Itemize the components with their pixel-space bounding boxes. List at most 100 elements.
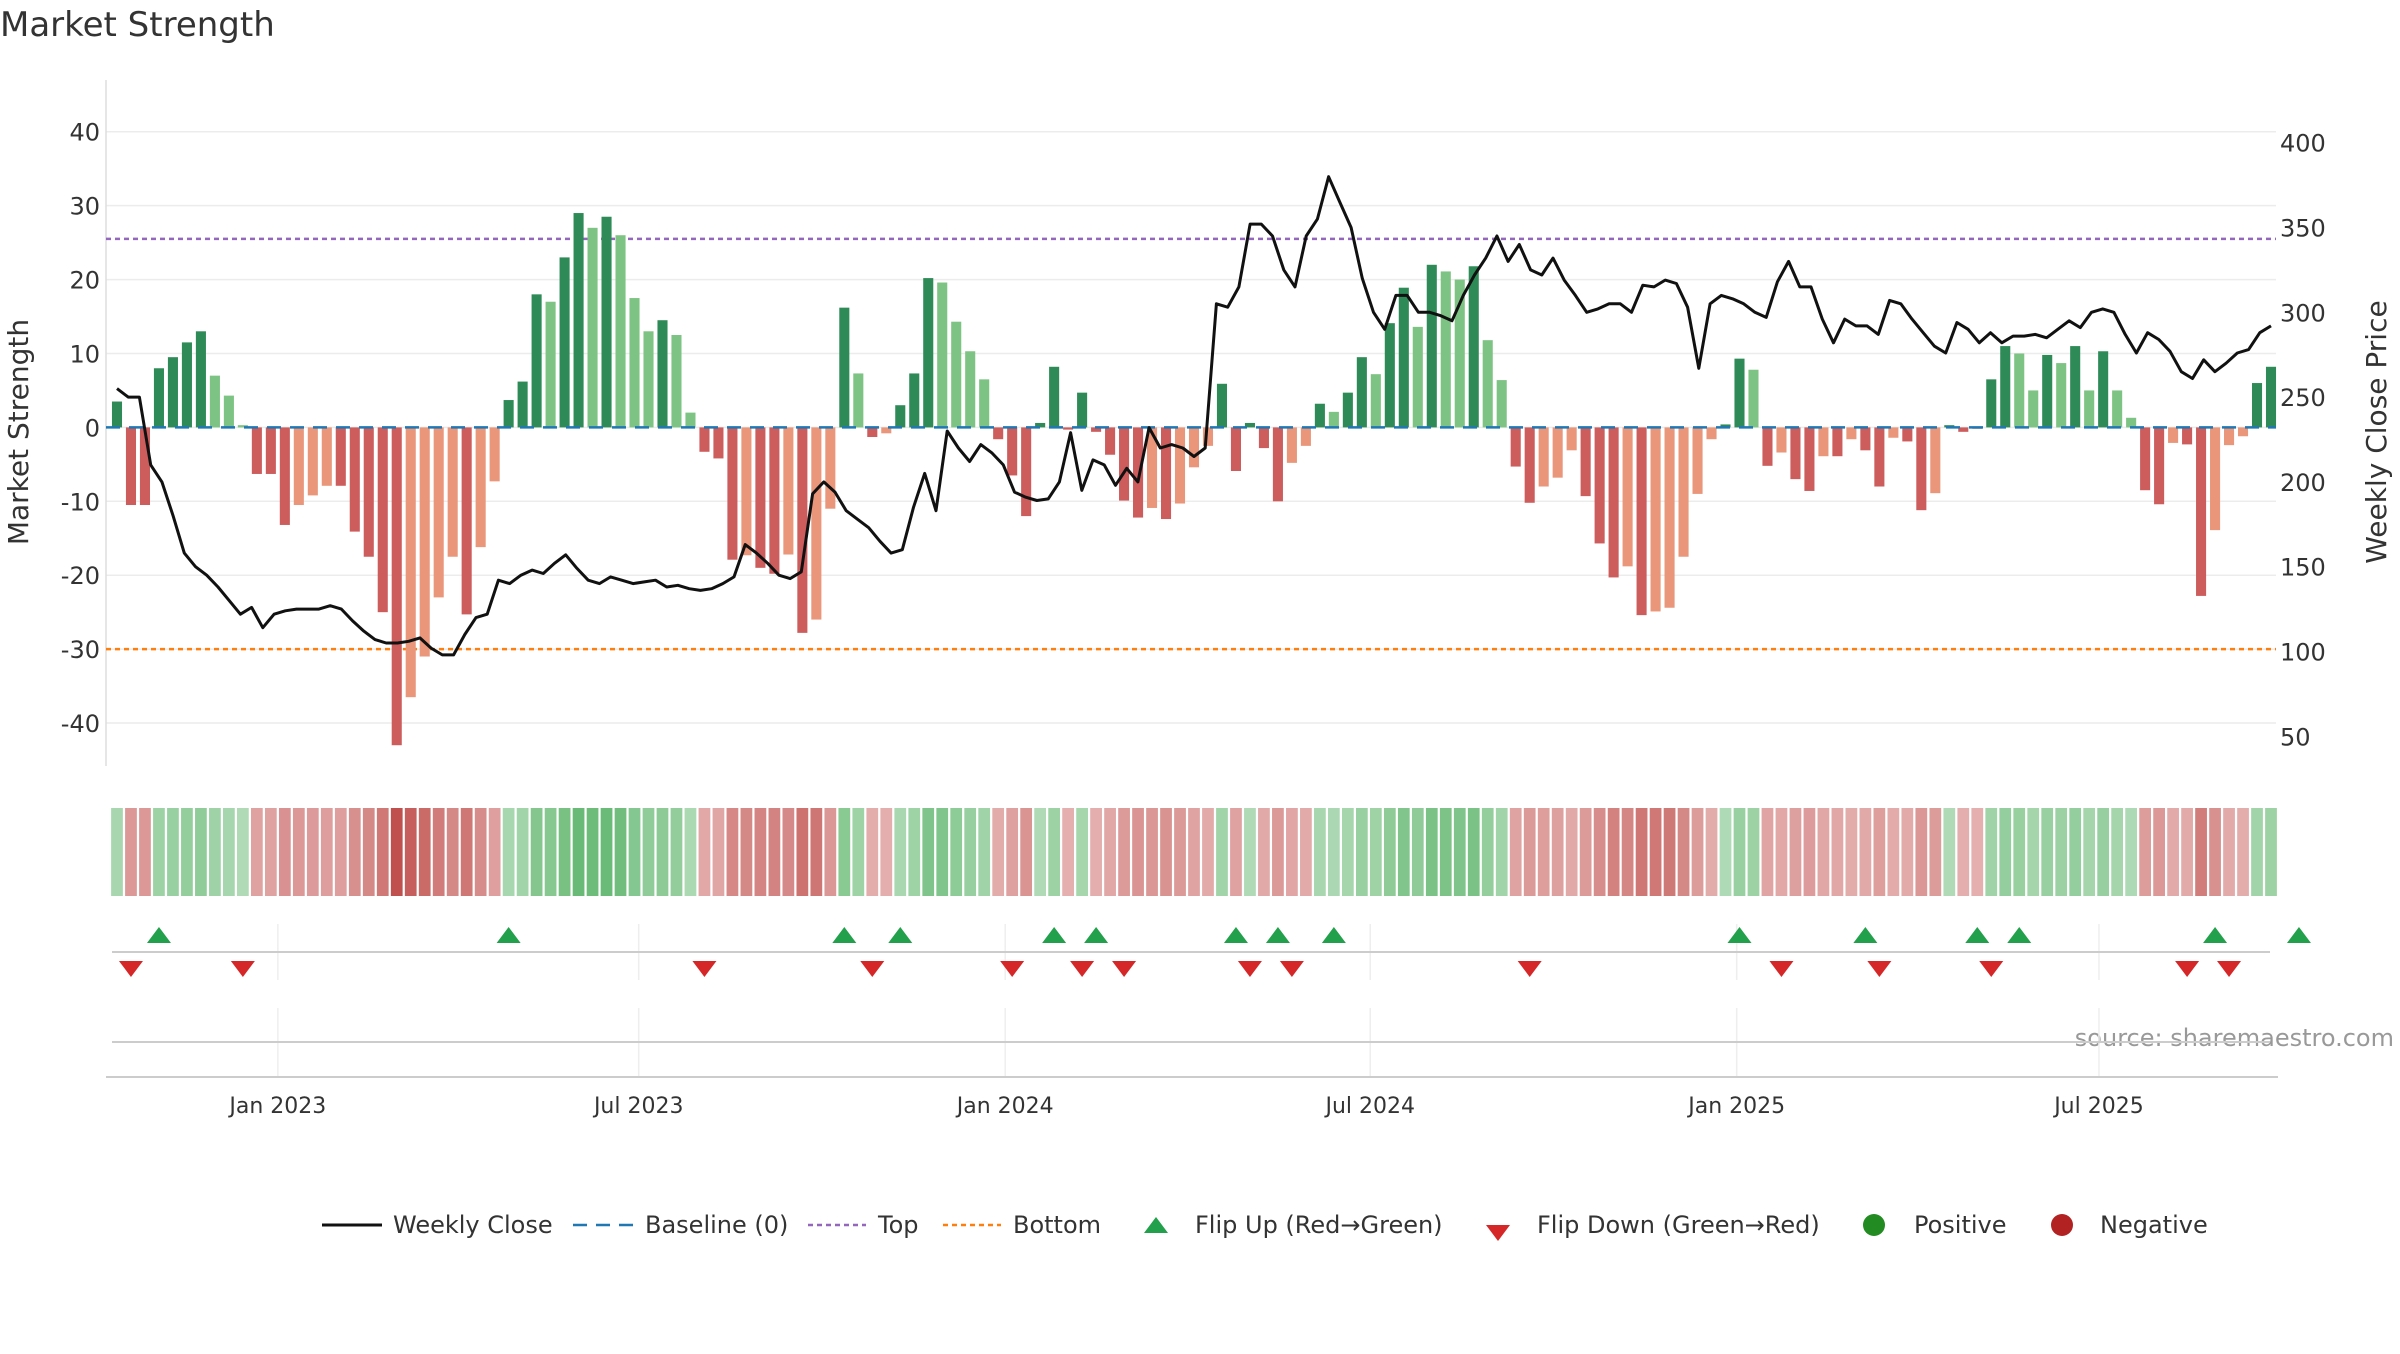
flip-down-marker — [692, 961, 717, 977]
y2-tick-label: 350 — [2280, 215, 2326, 243]
strength-bar — [1916, 427, 1927, 511]
strength-bar — [853, 373, 864, 428]
legend-label-flip-down: Flip Down (Green→Red) — [1537, 1211, 1820, 1239]
y-ticks: 40 30 20 10 0 -10 -20 -30 -40 — [61, 119, 100, 738]
strength-bar — [1272, 427, 1283, 502]
heat-cell — [1537, 808, 1550, 896]
heat-cell — [1467, 808, 1480, 896]
strength-bar — [1650, 427, 1661, 612]
strength-bar — [125, 427, 137, 505]
strength-bar — [559, 257, 570, 428]
heat-cell — [1453, 808, 1466, 896]
heat-cell — [237, 808, 249, 896]
strength-bar — [1230, 427, 1241, 471]
strength-bar — [349, 427, 360, 532]
x-tick-label: Jul 2023 — [592, 1094, 684, 1119]
heat-cell — [1565, 808, 1578, 896]
legend-label-positive: Positive — [1914, 1211, 2007, 1239]
heat-cell — [866, 808, 879, 896]
strength-bar — [741, 427, 752, 556]
flip-up-marker — [1965, 927, 1990, 943]
heat-cell — [2181, 808, 2193, 896]
heat-cell — [195, 808, 207, 896]
strength-bar — [1622, 427, 1633, 567]
strength-bar — [629, 298, 640, 428]
heat-cell — [698, 808, 711, 896]
heat-cell — [768, 808, 781, 896]
heat-cell — [558, 808, 571, 896]
heat-cell — [516, 808, 529, 896]
strength-bar — [111, 401, 123, 428]
strength-bar — [531, 294, 542, 428]
strength-bar — [1244, 422, 1255, 428]
strength-bar — [167, 357, 178, 428]
strength-bar — [1748, 369, 1759, 428]
heat-cell — [908, 808, 921, 896]
strength-bar — [1412, 326, 1423, 428]
heat-cell — [2027, 808, 2040, 896]
heat-cell — [1859, 808, 1872, 896]
heat-cell — [2139, 808, 2151, 896]
heat-cell — [1118, 808, 1130, 896]
heat-cell — [810, 808, 823, 896]
heat-cell — [1845, 808, 1858, 896]
heat-cell — [670, 808, 683, 896]
heat-cell — [1355, 808, 1368, 896]
heat-cell — [376, 808, 389, 896]
legend-swatch-positive — [1863, 1214, 1885, 1236]
source-watermark: source: sharemaestro.com — [2075, 1024, 2394, 1052]
heat-cell — [460, 808, 473, 896]
strength-bar — [573, 213, 584, 428]
strength-bar — [2140, 427, 2151, 491]
x-tick-label: Jan 2023 — [227, 1094, 326, 1119]
strength-bars — [111, 213, 2277, 746]
heat-cell — [1327, 808, 1340, 896]
strength-bar — [209, 375, 220, 428]
strength-bar — [657, 320, 668, 428]
heat-cell — [1999, 808, 2012, 896]
strength-bar — [279, 427, 290, 525]
y2-tick-label: 300 — [2280, 299, 2326, 327]
strength-bar — [1594, 427, 1605, 544]
strength-bar — [2182, 427, 2193, 445]
heat-cell — [838, 808, 851, 896]
strength-bar — [1091, 427, 1102, 432]
y-tick-label: 10 — [69, 340, 100, 368]
strength-bar — [601, 216, 612, 428]
strength-bar — [1664, 427, 1675, 608]
heat-cell — [1258, 808, 1270, 896]
heat-cell — [306, 808, 319, 896]
strength-bar — [1063, 427, 1074, 430]
strength-bar — [1762, 427, 1773, 466]
heat-cell — [264, 808, 277, 896]
heat-cell — [167, 808, 179, 896]
heat-cell — [1369, 808, 1382, 896]
heat-cell — [334, 808, 347, 896]
heat-cell — [1383, 808, 1396, 896]
strength-bar — [923, 278, 934, 428]
heat-cell — [740, 808, 753, 896]
strength-bar — [1468, 266, 1479, 428]
heat-cell — [572, 808, 585, 896]
strength-bar — [489, 427, 500, 482]
heat-cell — [1915, 808, 1928, 896]
strength-bar — [2265, 366, 2277, 428]
strength-bar — [1874, 427, 1885, 487]
strength-bar — [1021, 427, 1032, 517]
heat-cell — [1621, 808, 1634, 896]
strength-bar — [1930, 427, 1941, 494]
y2-tick-label: 400 — [2280, 130, 2326, 158]
strength-bar — [2168, 427, 2179, 443]
strength-bar — [1105, 427, 1116, 455]
heat-cell — [1341, 808, 1354, 896]
flip-up-marker — [1853, 927, 1878, 943]
heat-cell — [2125, 808, 2138, 896]
x-ticks: Jan 2023 Jul 2023 Jan 2024 Jul 2024 Jan 2025… — [227, 1094, 2143, 1119]
heat-cell — [600, 808, 613, 896]
heat-cell — [1663, 808, 1676, 896]
strength-bar — [461, 427, 472, 615]
strength-bar — [867, 427, 878, 437]
strength-bar — [881, 427, 892, 434]
heat-cell — [2041, 808, 2054, 896]
